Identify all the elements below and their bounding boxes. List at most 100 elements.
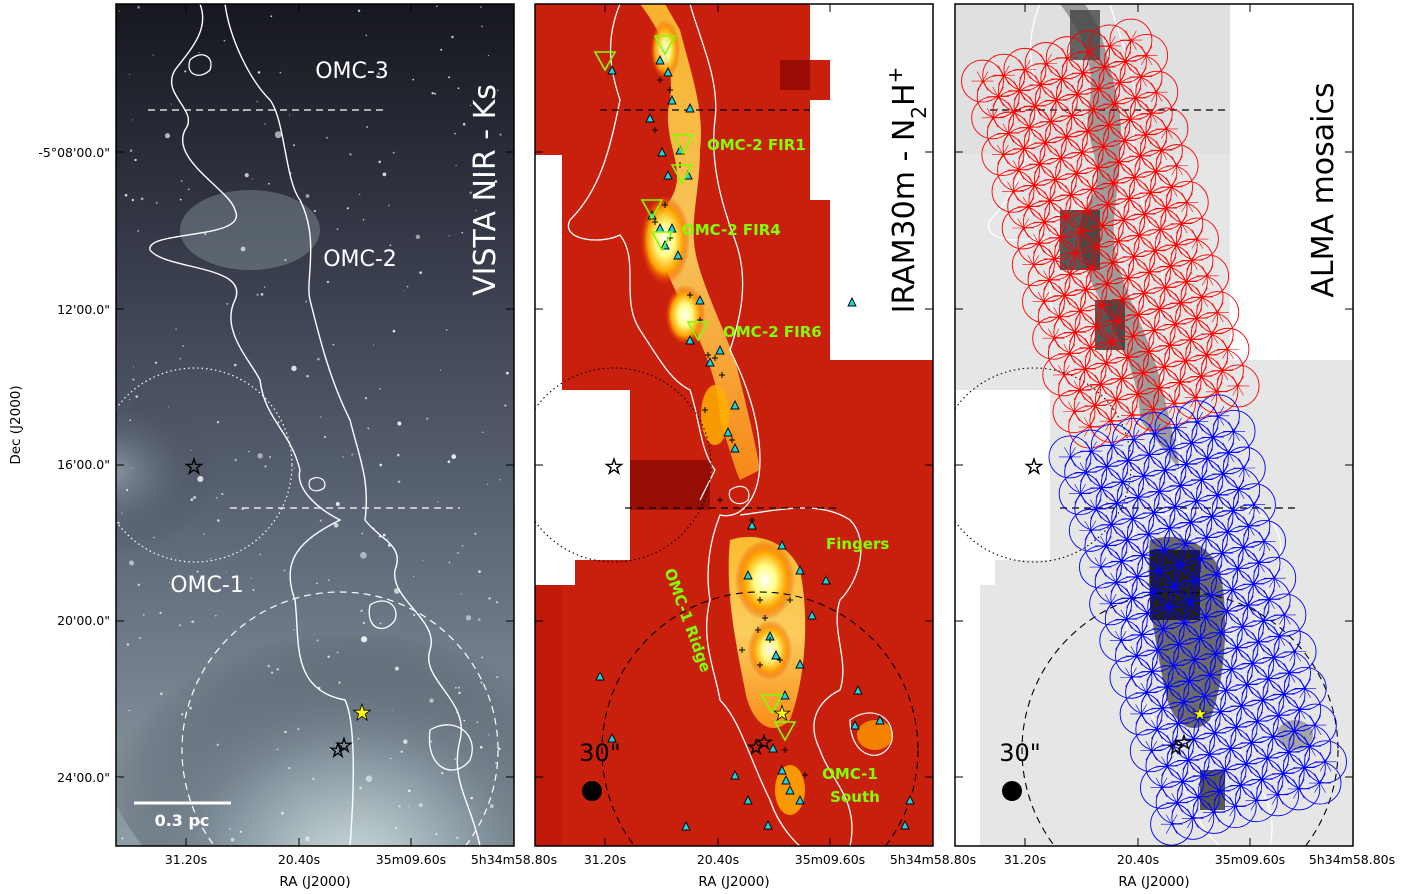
nir-star xyxy=(129,74,131,76)
alma-gray-east xyxy=(1277,720,1313,750)
nir-star xyxy=(320,416,322,418)
panel-alma-frame xyxy=(954,3,1354,847)
nir-star xyxy=(487,54,490,57)
nir-star xyxy=(153,536,155,539)
nir-star xyxy=(269,419,272,421)
nir-star xyxy=(184,70,187,73)
nir-star xyxy=(159,692,163,696)
alma-trapezium-dashed-circle xyxy=(1021,591,1339,846)
nir-star xyxy=(203,533,205,535)
nir-star xyxy=(190,498,194,501)
dec-tick-label: 12'00.0" xyxy=(57,302,110,317)
dec-tick-label: 24'00.0" xyxy=(57,770,110,785)
nir-star xyxy=(382,172,387,177)
nir-star xyxy=(461,231,464,234)
nir-star xyxy=(365,775,373,782)
nir-star xyxy=(182,345,185,347)
fir-marker xyxy=(671,134,695,155)
iram-fingers-peak xyxy=(735,540,795,620)
nir-star xyxy=(351,453,354,456)
mosaic-pointing-south xyxy=(1256,773,1300,817)
nir-star xyxy=(135,395,139,399)
nir-star xyxy=(378,160,382,164)
nir-star xyxy=(448,561,451,564)
nir-star xyxy=(392,329,396,333)
nir-star xyxy=(412,78,415,81)
ra-tick-label: 35m09.60s xyxy=(1215,852,1285,867)
nir-star xyxy=(474,532,477,535)
nir-star xyxy=(479,6,482,8)
nir-star xyxy=(229,828,231,830)
nir-star xyxy=(335,502,340,507)
nir-star xyxy=(140,197,144,201)
y-axis-label: Dec (J2000) xyxy=(8,385,24,464)
protostar-triangle xyxy=(780,689,790,700)
panel-alma: ☆ ★ ☆ ☆ 30" ALMA mosaics xyxy=(955,4,1353,846)
nir-star xyxy=(260,293,264,296)
nir-star xyxy=(179,198,182,201)
panel-alma-title: ALMA mosaics xyxy=(1306,82,1341,297)
nir-star xyxy=(437,501,439,503)
nir-star xyxy=(429,698,434,703)
nir-star xyxy=(408,805,410,808)
mosaic-pointing-south xyxy=(1079,545,1122,589)
nir-star xyxy=(280,811,284,815)
nir-star xyxy=(397,453,400,457)
mosaic-pointing-south xyxy=(1058,472,1102,516)
mosaic-pointing-south xyxy=(1089,582,1133,626)
protostar-triangle xyxy=(768,742,778,753)
mosaic-pointing-north xyxy=(1001,206,1045,250)
nir-star xyxy=(132,378,135,381)
nir-star xyxy=(197,475,204,483)
protostar-triangle xyxy=(795,658,805,669)
iram-omc2-south-peak xyxy=(701,385,729,445)
protostar-triangle xyxy=(607,64,617,75)
panel-nir-frame xyxy=(115,3,515,847)
nir-star xyxy=(434,92,436,95)
nir-star xyxy=(429,740,433,743)
nir-star xyxy=(359,786,362,790)
iram-star-nu-ori: ☆ xyxy=(604,455,624,480)
nir-n2h-contour xyxy=(149,4,481,846)
nir-star xyxy=(346,802,348,804)
protostar-triangle xyxy=(763,819,773,830)
mosaic-pointing-south xyxy=(1213,785,1257,829)
nir-star xyxy=(189,706,193,710)
nir-star xyxy=(392,709,394,711)
nir-star xyxy=(293,628,295,631)
protostar-cross xyxy=(749,517,755,523)
protostar-triangle xyxy=(795,794,805,805)
protostar-cross xyxy=(652,219,658,225)
ra-tick-label: 35m09.60s xyxy=(795,852,865,867)
protostar-cross xyxy=(757,662,763,668)
nir-star xyxy=(239,332,241,334)
nir-star xyxy=(124,193,128,197)
nir-star xyxy=(400,750,403,753)
nir-star xyxy=(362,218,365,221)
nir-star xyxy=(121,512,123,514)
iram-beam-circle xyxy=(582,781,602,801)
nir-star xyxy=(283,569,286,572)
nir-star xyxy=(458,691,461,695)
nir-star xyxy=(293,144,295,147)
protostar-triangle xyxy=(685,334,695,345)
nir-star xyxy=(412,575,415,578)
nir-star xyxy=(274,131,282,139)
nir-star xyxy=(256,100,258,103)
iram-fir-markers xyxy=(593,35,797,742)
iram-beam-label: 30" xyxy=(579,739,621,767)
nir-star xyxy=(497,747,501,751)
alma-beam-circle xyxy=(1002,781,1022,801)
nir-star xyxy=(419,271,422,274)
protostar-cross xyxy=(667,87,673,93)
nir-star xyxy=(312,777,315,781)
nir-star xyxy=(457,686,460,689)
nir-star xyxy=(440,48,443,51)
label-omc2-fir1: OMC-2 FIR1 xyxy=(707,136,806,154)
ra-tick-label: 5h34m58.80s xyxy=(1309,852,1395,867)
nir-star xyxy=(121,837,124,840)
nir-star xyxy=(133,366,135,368)
nir-star xyxy=(313,209,317,213)
iram-map-left-bottom-fill xyxy=(535,585,562,846)
